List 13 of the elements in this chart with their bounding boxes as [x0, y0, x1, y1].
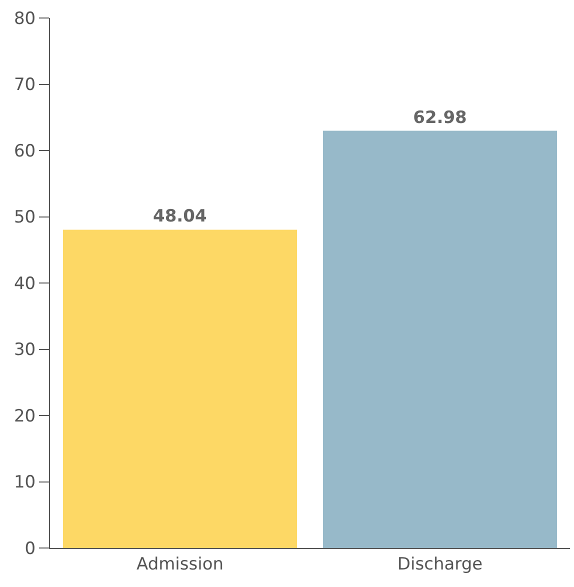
y-tick-label: 50 — [14, 208, 36, 228]
y-tick-label: 30 — [14, 340, 36, 360]
y-tick-label: 80 — [14, 8, 36, 29]
data-label: 48.04 — [153, 206, 207, 227]
data-label: 62.98 — [413, 108, 467, 128]
y-tick-label: 20 — [14, 406, 36, 426]
y-tick-label: 40 — [14, 274, 36, 294]
x-tick-label: Admission — [136, 554, 224, 574]
y-tick-label: 10 — [14, 472, 36, 493]
y-tick-label: 0 — [24, 538, 36, 559]
y-tick-label: 70 — [14, 75, 36, 96]
y-tick-label: 60 — [14, 141, 36, 162]
x-tick-label: Discharge — [397, 554, 483, 574]
